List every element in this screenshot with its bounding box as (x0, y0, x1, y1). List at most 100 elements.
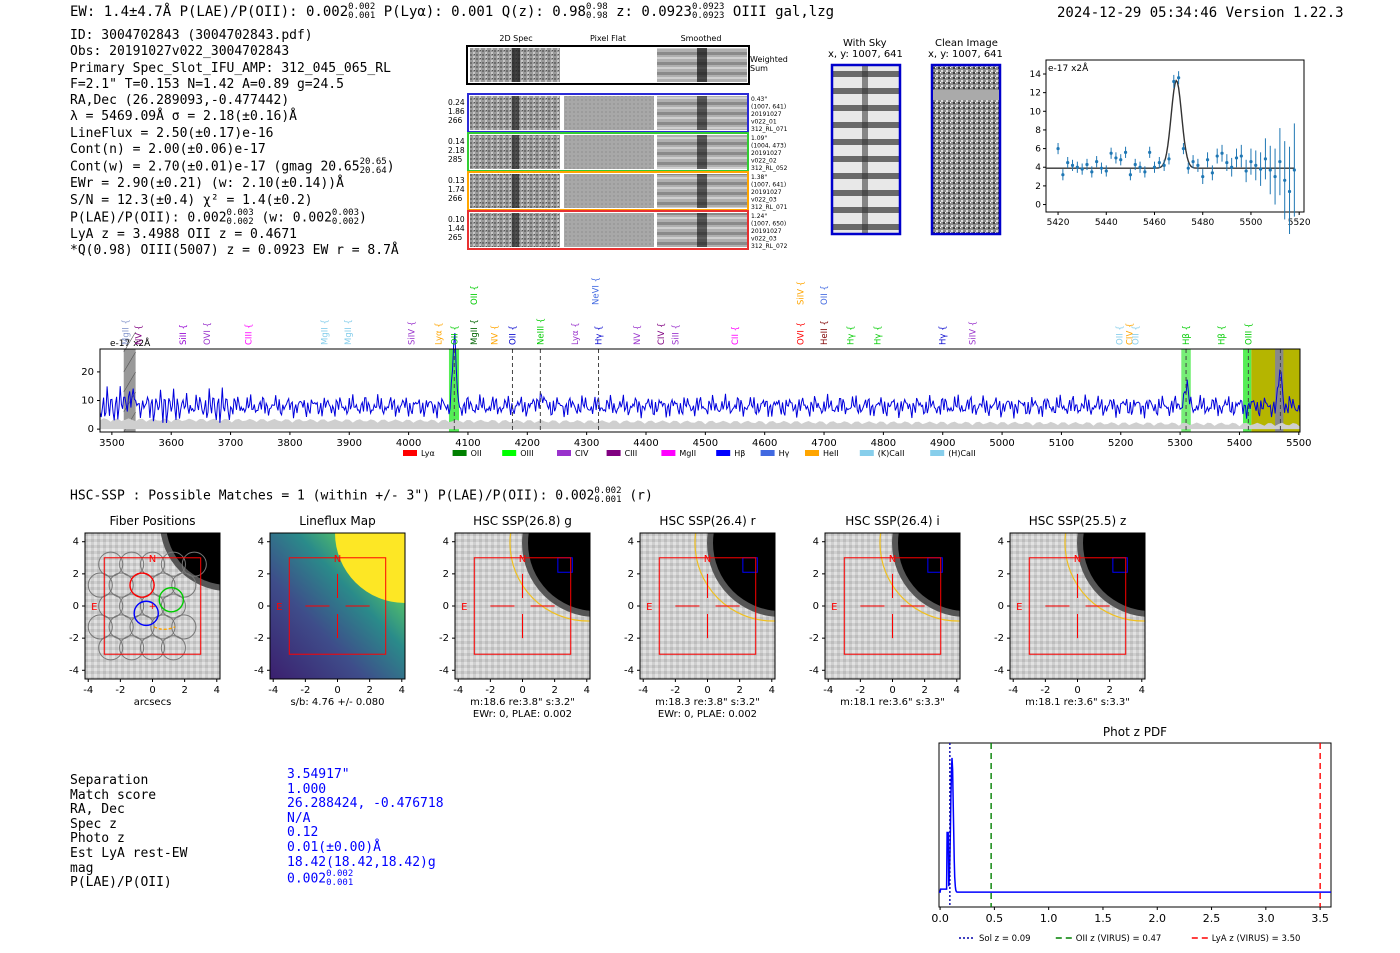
hsc-xtick-label: -2 (115, 685, 125, 696)
fiber-circle (160, 551, 186, 577)
hsc-xtick-label: 4 (954, 685, 960, 696)
spectrum-line-label: CII { (731, 326, 741, 345)
east-label: E (1016, 602, 1022, 613)
zoom-point (1128, 173, 1132, 177)
timestamp: 2024-12-29 05:34:46 Version 1.22.3 (1057, 5, 1344, 21)
fiber-circle (108, 614, 134, 640)
spectrum-line-label: MgII { (470, 319, 480, 345)
cutout-pixel-flat (564, 213, 654, 247)
hsc-title: HSC-SSP : Possible Matches = 1 (within +… (70, 486, 653, 505)
hsc-ytick-label: 0 (258, 601, 264, 612)
info-plae: P(LAE)/P(OII): 0.0020.003 0.002 (w: 0.002… (70, 207, 367, 227)
cutout-row-right-label: (1007, 650) (751, 221, 786, 228)
zoom-fit-curve (1046, 79, 1295, 169)
spectrum-xtick-label: 4000 (396, 438, 421, 449)
zoom-ytick-label: 2 (1035, 182, 1041, 192)
fiber-circle (98, 593, 124, 619)
zoom-point (1234, 156, 1239, 160)
hsc-ytick-label: -2 (439, 633, 449, 644)
fiber-circle (139, 635, 166, 661)
spectrum-line-label: OII { (1116, 325, 1126, 345)
hsc-xtick-label: 0 (149, 685, 155, 696)
zoom-point (1056, 146, 1060, 151)
photz-legend-label: Sol z = 0.09 (979, 934, 1031, 944)
cutout-grid: 2D Spec Pixel Flat Smoothed Weighted Sum… (448, 34, 788, 250)
zoom-point (1186, 166, 1190, 170)
hsc-xtick-label: -2 (300, 685, 310, 696)
search-box (103, 557, 202, 655)
cutout-row-right-label: 312_RL_052 (751, 165, 788, 172)
zoom-point (1119, 158, 1123, 162)
hsc-ytick-label: -2 (254, 633, 264, 644)
zoom-point (1201, 174, 1205, 179)
spectrum-line-label-high: OII { (820, 285, 830, 305)
photz-xtick-label: 0.5 (986, 912, 1004, 925)
hsc-caption-1: s/b: 4.76 +/- 0.080 (290, 697, 384, 708)
with-sky-xy: x, y: 1007, 641 (828, 49, 903, 60)
zoom-point (1157, 160, 1161, 165)
match-values: 3.54917" 1.000 26.288424, -0.476718 N/A … (287, 767, 444, 888)
hsc-xtick-label: -2 (670, 685, 680, 696)
match-label: Separation (70, 773, 149, 788)
galaxy-aperture (509, 533, 590, 622)
hsc-panel: Lineflux Map N E 4 2 0 -2 -4 -4 -2 0 2 4 s/b: 4.76 +/… (254, 514, 406, 708)
photz-chart: Phot z PDF 0.0 0.5 1.0 1.5 2.0 2.5 3.0 3.5 Sol z… (931, 725, 1332, 944)
legend-swatch (403, 450, 417, 456)
fiber-circle (98, 635, 124, 661)
spectrum-xtick-label: 3800 (277, 438, 302, 449)
cutout-row-left-label: 265 (448, 233, 463, 242)
hsc-xtick-label: 4 (1139, 685, 1145, 696)
cutout-row-left-label: 1.44 (448, 224, 465, 233)
hsc-panel-title: HSC SSP(26.4) i (845, 514, 940, 528)
spectrum-line-label: Hγ { (939, 325, 949, 345)
detection-info: ID: 3004702843 (3004702843.pdf) Obs: 201… (70, 28, 399, 260)
hsc-ytick-label: 4 (998, 537, 1004, 548)
legend-label: OIII (520, 449, 533, 458)
cutout-row-right-label: 312_RL_071 (751, 204, 788, 211)
hsc-ytick-label: -4 (994, 665, 1004, 676)
cutout-row-left-label: 266 (448, 116, 463, 125)
spectrum-line-label: OVI { (796, 322, 806, 345)
spectrum-series: 0 10 20 3500 3600 3700 3800 3900 4000 4100 4200 430… (81, 277, 1311, 458)
hsc-xtick-label: 4 (214, 685, 220, 696)
zoom-xtick-label: 5460 (1143, 218, 1166, 228)
hsc-xtick-label: -4 (1008, 685, 1018, 696)
hsc-xtick-label: -4 (823, 685, 833, 696)
legend-swatch (760, 450, 775, 456)
hsc-ytick-label: 4 (73, 537, 79, 548)
legend-swatch (859, 450, 874, 456)
spectrum-xtick-label: 4600 (752, 438, 777, 449)
info-primary: Primary Spec_Slot_IFU_AMP: 312_045_065_R… (70, 60, 391, 76)
zoom-point (1210, 171, 1214, 175)
spectrum-xtick-label: 4900 (930, 438, 955, 449)
fiber-circle (139, 551, 166, 577)
match-label: RA, Dec (70, 802, 125, 818)
cutout-row-right-label: 312_RL_072 (751, 243, 788, 250)
spectrum-xtick-label: 3600 (158, 438, 183, 449)
hsc-title-tail: (r) (629, 488, 653, 504)
legend-label: CIII (625, 449, 638, 458)
photz-xtick-label: 1.5 (1094, 912, 1112, 925)
zoom-point (1167, 157, 1171, 161)
legend-label: CIV (575, 449, 589, 458)
spectrum-line-region (448, 349, 460, 432)
match-label: Spec z (70, 816, 117, 832)
zoom-point (1254, 163, 1258, 167)
hsc-ytick-label: 0 (813, 601, 819, 612)
fiber-circle (98, 551, 124, 577)
hsc-xtick-label: 0 (1074, 685, 1080, 696)
spectrum-line-label: OVI { (203, 322, 213, 345)
info-params: F=2.1" T=0.153 N=1.42 A=0.89 g=24.5 (70, 76, 344, 92)
cutout-row-right-label: (1004, 473) (751, 143, 786, 150)
search-box (658, 557, 757, 655)
photz-curve (939, 757, 1331, 893)
spectrum-line-label: Lyα { (571, 322, 581, 345)
legend-swatch (930, 450, 945, 456)
fiber-circle (139, 593, 166, 619)
east-label: E (646, 602, 652, 613)
match-value: 18.42(18.42,18.42)g (287, 854, 436, 870)
north-label: N (704, 554, 711, 565)
zoom-ytick-label: 4 (1035, 163, 1041, 173)
hsc-panel: HSC SSP(25.5) z N E 4 2 0 -2 -4 -4 -2 0 2 4 m:18.1 re… (994, 514, 1146, 708)
zoom-chart: e-17 x2Å 0 2 4 6 8 10 12 14 5420 5440 5460 5480 5500… (1030, 59, 1310, 234)
